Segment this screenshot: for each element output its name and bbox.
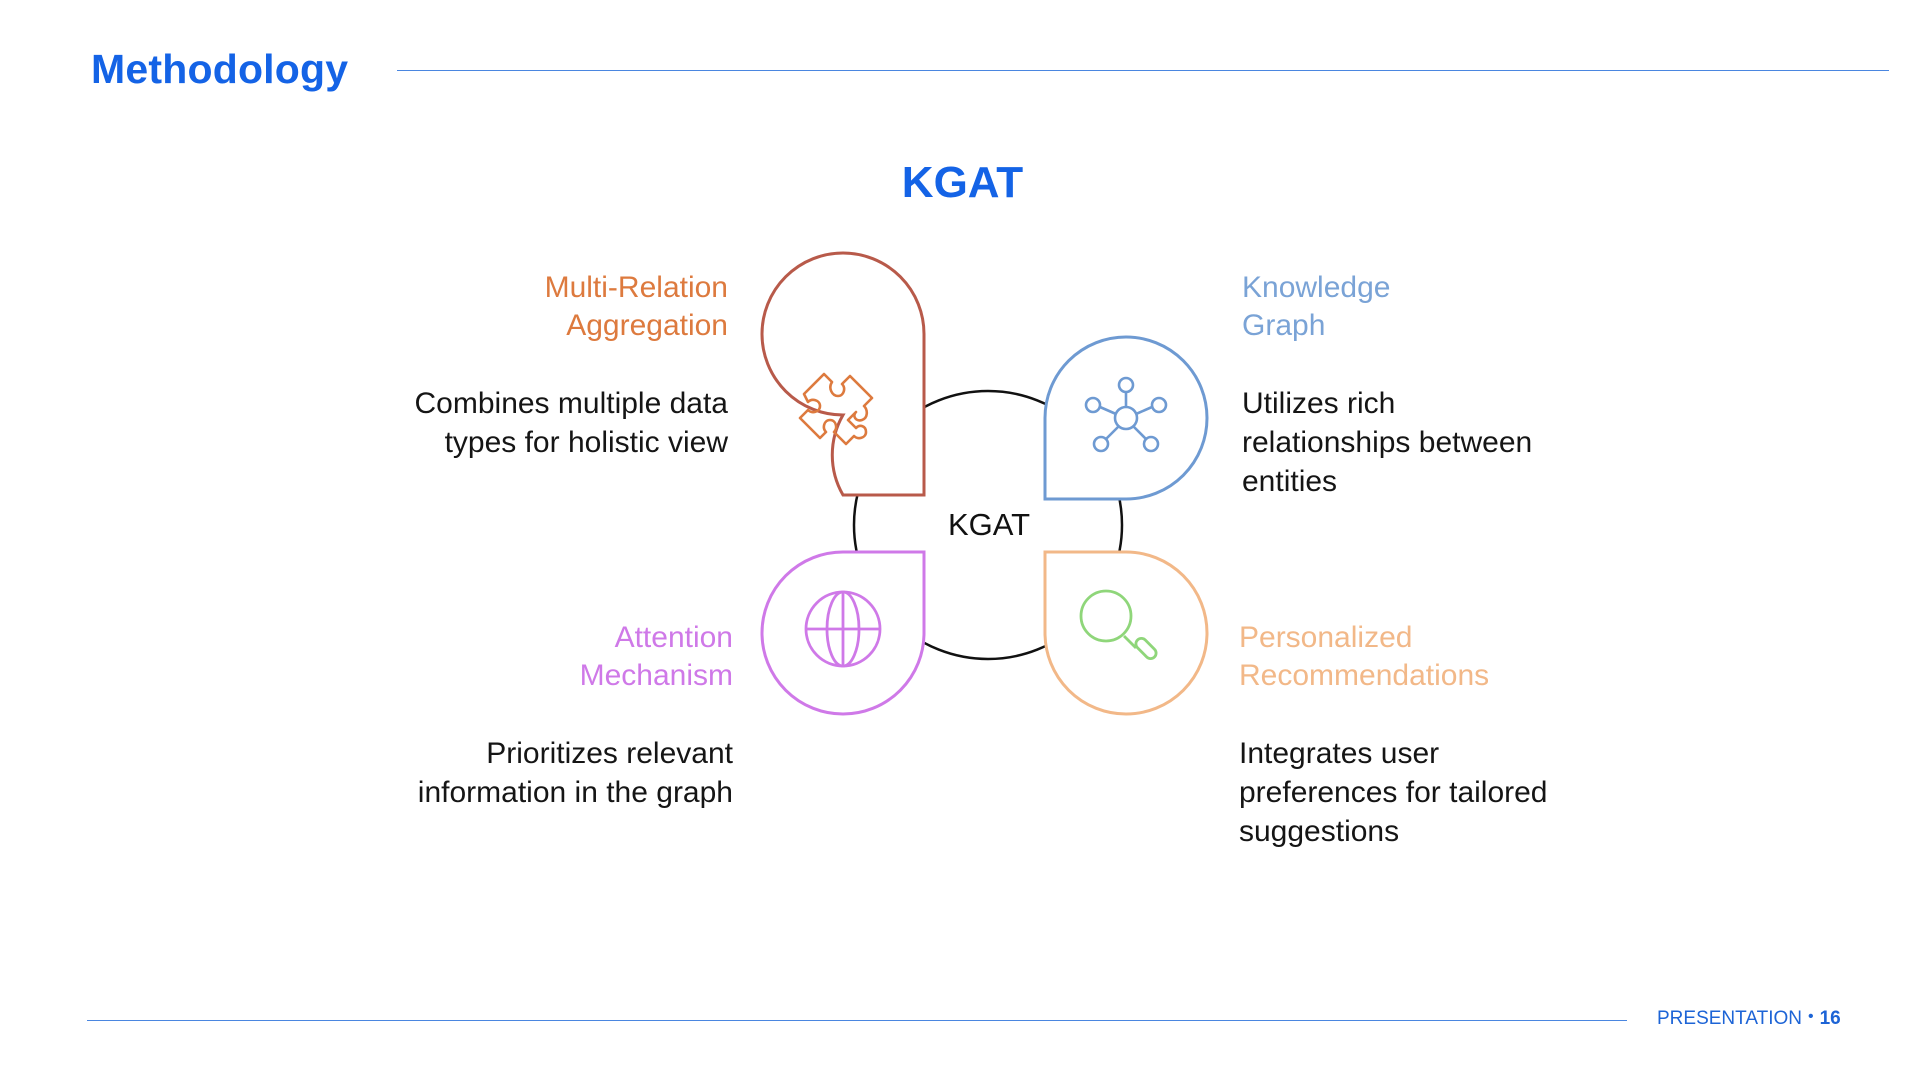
globe-icon <box>804 590 882 668</box>
segment-knowledge-graph: Knowledge Graph Utilizes rich relationsh… <box>1242 269 1602 501</box>
segment-heading-line: Personalized <box>1239 621 1413 654</box>
center-label: KGAT <box>947 507 1031 542</box>
segment-description-line: Prioritizes relevant <box>486 737 733 770</box>
segment-heading-line: Recommendations <box>1239 659 1490 692</box>
search-icon <box>1079 589 1158 660</box>
segment-description: Integrates user preferences for tailored… <box>1239 734 1599 851</box>
footer: PRESENTATION • 16 <box>1657 1008 1841 1030</box>
segment-heading-line: Multi-Relation <box>544 271 728 304</box>
segment-description: Combines multiple data types for holisti… <box>368 384 729 462</box>
segment-heading: Multi-Relation Aggregation <box>368 269 728 345</box>
segment-description-line: information in the graph <box>417 776 733 809</box>
center-ring <box>852 389 1124 661</box>
segment-heading-line: Knowledge <box>1242 271 1391 304</box>
segment-heading-line: Graph <box>1242 309 1326 342</box>
segment-description-line: Utilizes rich <box>1242 387 1396 420</box>
petal-multi-relation <box>760 251 926 497</box>
segment-heading-line: Aggregation <box>566 309 728 342</box>
segment-heading: Personalized Recommendations <box>1239 619 1599 695</box>
segment-attention-mechanism: Attention Mechanism Prioritizes relevant… <box>373 619 733 812</box>
petal-knowledge-graph <box>1043 335 1209 501</box>
segment-heading: Knowledge Graph <box>1242 269 1602 345</box>
segment-heading: Attention Mechanism <box>373 619 733 695</box>
header-divider <box>397 70 1889 71</box>
segment-description-line: entities <box>1242 465 1338 498</box>
segment-description-line: Integrates user <box>1239 737 1440 770</box>
segment-heading-line: Attention <box>614 621 733 654</box>
footer-label: PRESENTATION <box>1657 1008 1802 1029</box>
page-title: Methodology <box>91 46 349 92</box>
segment-personalized-recommendations: Personalized Recommendations Integrates … <box>1239 619 1599 851</box>
segment-description: Utilizes rich relationships between enti… <box>1242 384 1602 501</box>
segment-description-line: types for holistic view <box>444 426 728 459</box>
diagram-title: KGAT <box>901 158 1024 207</box>
segment-description-line: preferences for tailored <box>1239 776 1548 809</box>
segment-heading-line: Mechanism <box>579 659 733 692</box>
segment-description-line: Combines multiple data <box>414 387 729 420</box>
network-icon <box>1084 376 1168 453</box>
footer-separator: • <box>1807 1008 1814 1025</box>
segment-description-line: relationships between <box>1242 426 1533 459</box>
segment-description-line: suggestions <box>1239 815 1400 848</box>
footer-divider <box>87 1020 1627 1021</box>
segment-multi-relation: Multi-Relation Aggregation Combines mult… <box>368 269 729 462</box>
puzzle-icon <box>798 372 874 446</box>
page-number: 16 <box>1819 1008 1841 1029</box>
segment-description: Prioritizes relevant information in the … <box>373 734 733 812</box>
